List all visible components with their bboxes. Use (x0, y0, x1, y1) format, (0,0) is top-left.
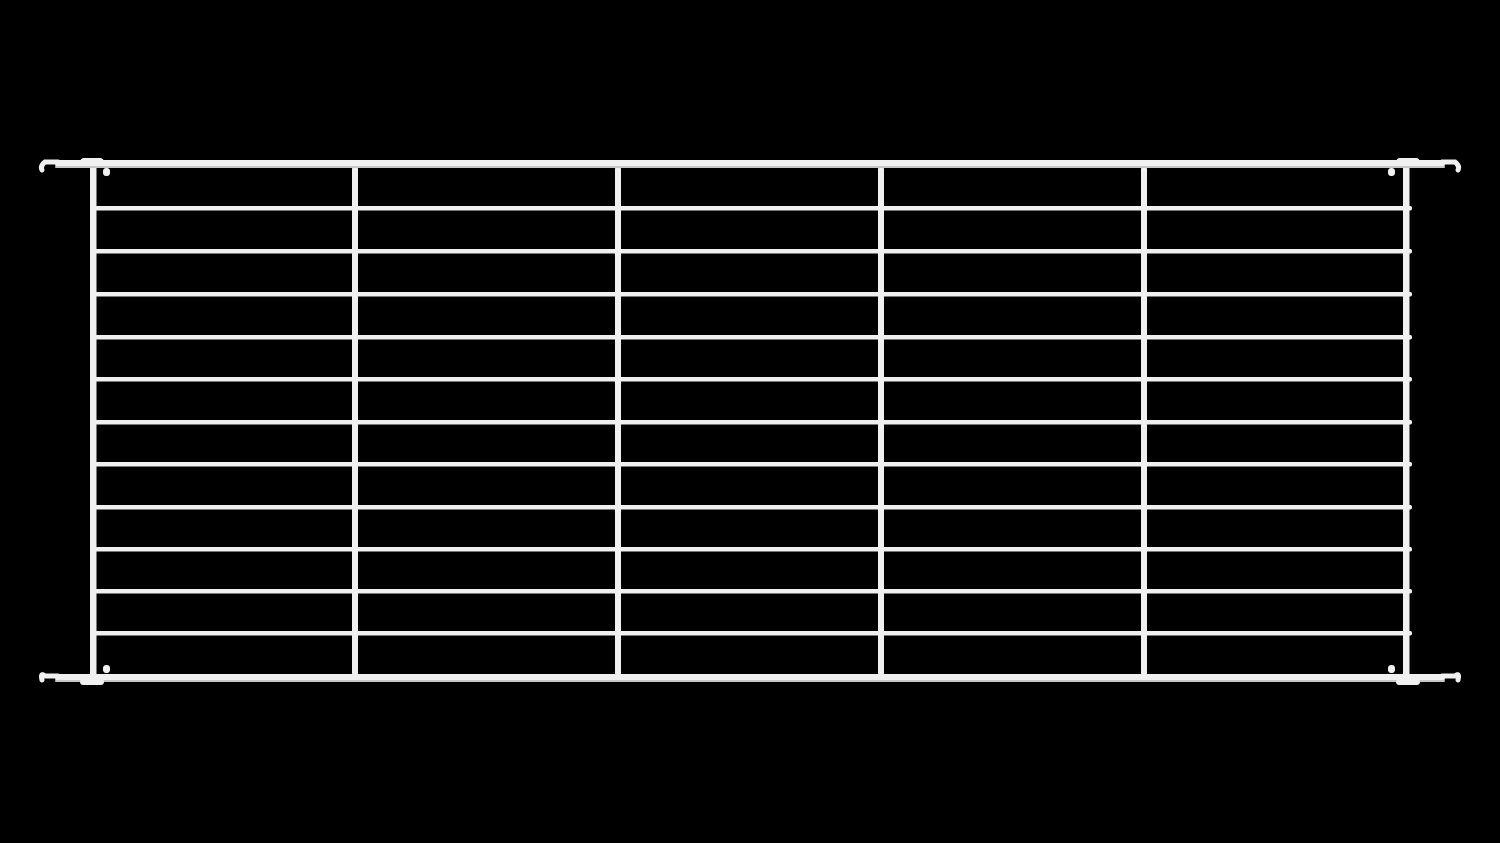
cross-wire (90, 589, 1412, 594)
left-upright-wire (90, 164, 97, 678)
cross-wire (90, 377, 1412, 382)
top-left-clip (80, 158, 104, 166)
cross-wire (90, 335, 1412, 340)
top-right-tab (1388, 168, 1395, 176)
divider-wire (878, 166, 884, 676)
bottom-left-clip (80, 679, 104, 685)
bottom-left-tab (103, 665, 110, 673)
bottom-right-hook (1439, 672, 1462, 683)
top-right-hook (1439, 159, 1462, 173)
bottom-right-clip (1396, 679, 1420, 685)
cross-wire (90, 505, 1412, 510)
bottom-left-hook (38, 672, 61, 683)
cross-wire (90, 292, 1412, 297)
divider-wire (352, 166, 358, 676)
top-rail-shade (55, 166, 1445, 168)
top-left-hook (38, 159, 61, 173)
divider-wire (1141, 166, 1147, 676)
cross-wire (90, 420, 1412, 425)
cross-wire (90, 206, 1412, 211)
cross-wire (90, 547, 1412, 552)
bottom-rail-shade (55, 680, 1445, 682)
wire-grid (38, 158, 1462, 685)
top-left-tab (103, 168, 110, 176)
cross-wire (90, 462, 1412, 467)
top-right-clip (1396, 158, 1420, 166)
right-upright-wire (1403, 164, 1410, 678)
cross-wire (90, 631, 1412, 636)
bottom-right-tab (1388, 665, 1395, 673)
cross-wire (90, 249, 1412, 254)
divider-wire (615, 166, 621, 676)
